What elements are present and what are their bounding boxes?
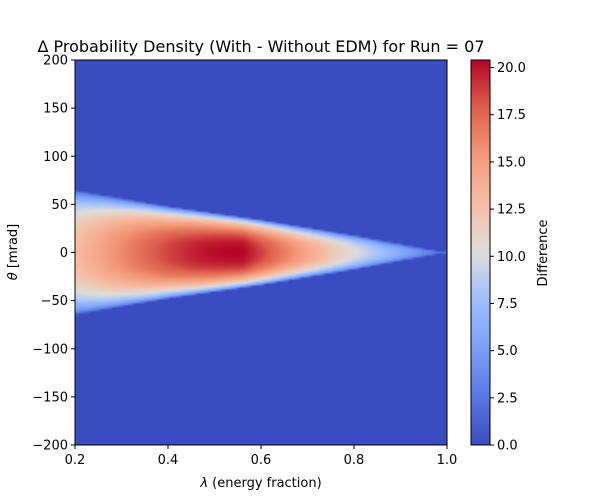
x-axis: 0.2 0.4 0.6 0.8 1.0 bbox=[65, 445, 458, 468]
y-tick-label: 50 bbox=[51, 198, 68, 213]
y-tick-label: 0 bbox=[60, 246, 68, 261]
colorbar: 20.0 17.5 15.0 12.5 10.0 7.5 5.0 2.5 0.0 Differe… bbox=[470, 59, 551, 454]
y-axis-symbol: θ bbox=[6, 272, 21, 280]
heatmap-image bbox=[75, 60, 447, 445]
colorbar-tick-label: 20.0 bbox=[497, 61, 526, 76]
x-axis-label: λ (energy fraction) bbox=[199, 476, 321, 491]
x-axis-text: (energy fraction) bbox=[208, 476, 322, 491]
x-axis-symbol: λ bbox=[199, 476, 208, 491]
colorbar-ticks: 20.0 17.5 15.0 12.5 10.0 7.5 5.0 2.5 0.0 bbox=[490, 61, 526, 454]
y-axis: 200 150 100 50 0 −50 −100 −150 −200 bbox=[32, 54, 75, 454]
colorbar-tick-label: 12.5 bbox=[497, 203, 526, 218]
colorbar-tick-label: 17.5 bbox=[497, 108, 526, 123]
y-axis-label: θ [mrad] bbox=[6, 224, 21, 280]
colorbar-tick-label: 7.5 bbox=[497, 297, 518, 312]
colorbar-tick-label: 0.0 bbox=[497, 439, 518, 454]
colorbar-gradient bbox=[471, 60, 490, 445]
colorbar-tick-label: 15.0 bbox=[497, 155, 526, 170]
x-tick-label: 0.8 bbox=[344, 453, 365, 468]
colorbar-frame bbox=[470, 59, 491, 446]
x-tick-label: 0.4 bbox=[158, 453, 179, 468]
colorbar-tick-label: 5.0 bbox=[497, 344, 518, 359]
chart-title: Δ Probability Density (With - Without ED… bbox=[37, 37, 484, 56]
y-tick-label: 200 bbox=[43, 54, 68, 69]
y-tick-label: 150 bbox=[43, 102, 68, 117]
x-tick-label: 0.2 bbox=[65, 453, 86, 468]
colorbar-tick-label: 10.0 bbox=[497, 250, 526, 265]
plot-area bbox=[74, 59, 448, 446]
colorbar-label: Difference bbox=[536, 219, 551, 286]
y-tick-label: −100 bbox=[32, 342, 68, 357]
colorbar-tick-label: 2.5 bbox=[497, 391, 518, 406]
x-tick-label: 0.6 bbox=[251, 453, 272, 468]
y-tick-label: −150 bbox=[32, 390, 68, 405]
y-tick-label: 100 bbox=[43, 150, 68, 165]
y-tick-label: −200 bbox=[32, 439, 68, 454]
y-axis-text: [mrad] bbox=[6, 224, 21, 273]
y-tick-label: −50 bbox=[41, 294, 68, 309]
x-tick-label: 1.0 bbox=[437, 453, 458, 468]
